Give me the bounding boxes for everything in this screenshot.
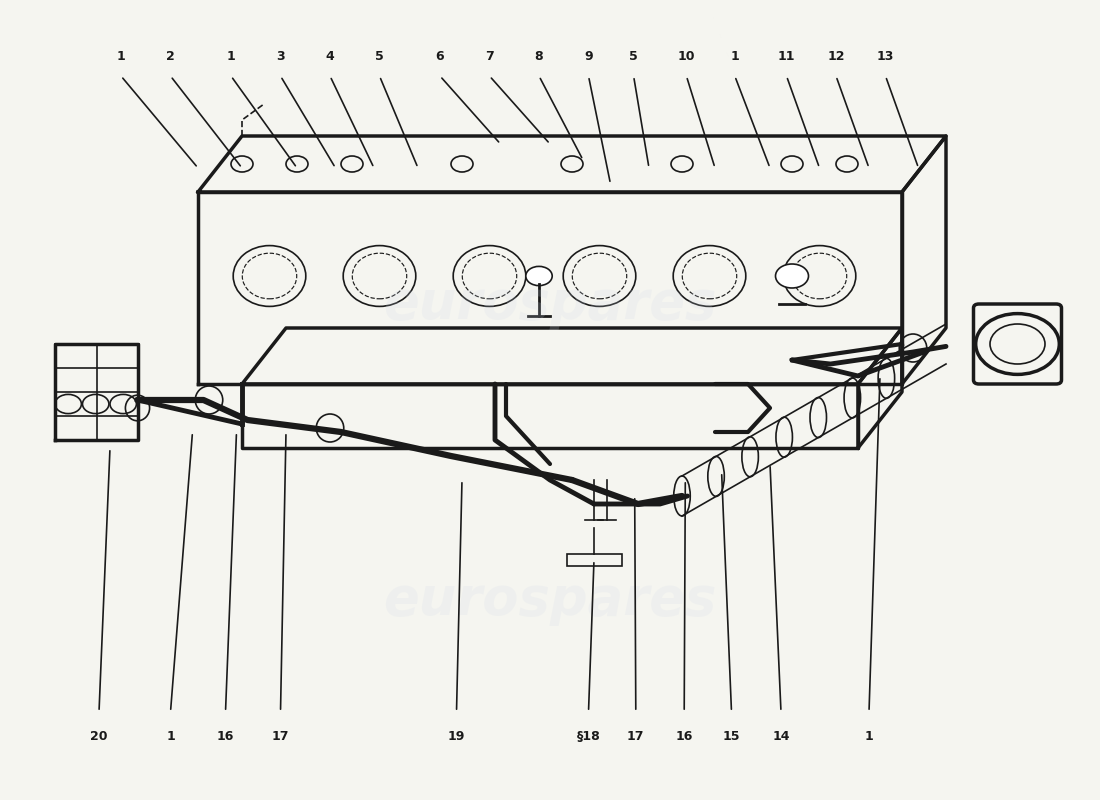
Text: 1: 1 bbox=[117, 50, 125, 62]
Text: 2: 2 bbox=[166, 50, 175, 62]
Text: 8: 8 bbox=[535, 50, 543, 62]
Text: 4: 4 bbox=[326, 50, 334, 62]
Text: 10: 10 bbox=[678, 50, 695, 62]
Text: 16: 16 bbox=[675, 730, 693, 742]
Text: 5: 5 bbox=[375, 50, 384, 62]
Text: 20: 20 bbox=[90, 730, 108, 742]
Text: 9: 9 bbox=[584, 50, 593, 62]
Text: 1: 1 bbox=[730, 50, 739, 62]
Bar bbox=[566, 554, 621, 566]
Text: §18: §18 bbox=[576, 730, 601, 742]
Circle shape bbox=[776, 264, 808, 288]
Text: 14: 14 bbox=[772, 730, 790, 742]
Text: 12: 12 bbox=[827, 50, 845, 62]
Text: 13: 13 bbox=[877, 50, 894, 62]
Text: 1: 1 bbox=[166, 730, 175, 742]
Text: 11: 11 bbox=[778, 50, 795, 62]
Text: 19: 19 bbox=[448, 730, 465, 742]
Text: eurospares: eurospares bbox=[383, 574, 717, 626]
Text: 1: 1 bbox=[865, 730, 873, 742]
Text: 1: 1 bbox=[227, 50, 235, 62]
Circle shape bbox=[526, 266, 552, 286]
Text: 3: 3 bbox=[276, 50, 285, 62]
Text: 5: 5 bbox=[629, 50, 638, 62]
Text: 7: 7 bbox=[485, 50, 494, 62]
Text: 17: 17 bbox=[272, 730, 289, 742]
Text: eurospares: eurospares bbox=[383, 278, 717, 330]
Text: 16: 16 bbox=[217, 730, 234, 742]
Text: 17: 17 bbox=[627, 730, 645, 742]
Text: 15: 15 bbox=[723, 730, 740, 742]
Text: 6: 6 bbox=[436, 50, 444, 62]
